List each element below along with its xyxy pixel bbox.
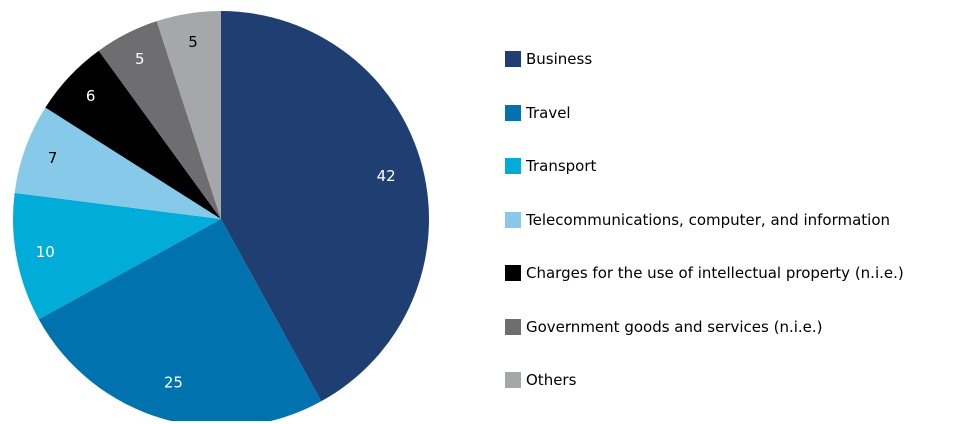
legend-label-others: Others [526, 371, 577, 389]
data-label-telecommunications-computer-and-information: 7 [48, 149, 58, 167]
data-label-charges-for-the-use-of-intellectual-property-n-i-e: 6 [86, 87, 96, 105]
legend-swatch-travel [505, 104, 521, 121]
legend-label-government: Government goods and services (n.i.e.) [526, 317, 823, 336]
legend-swatch-government [505, 318, 521, 335]
legend-item-others: Others [505, 370, 904, 424]
pie-slice-government-goods-and-services-n-i-e [98, 21, 221, 220]
pie-slice-others [156, 11, 221, 219]
legend-label-travel: Travel [526, 103, 571, 122]
pie-slice-travel [38, 219, 322, 421]
legend-item-transport: Transport [505, 156, 904, 210]
legend-label-business: Business [526, 50, 593, 68]
legend-item-travel: Travel [505, 103, 904, 157]
legend-swatch-intellectual-property [505, 265, 521, 281]
legend-item-business: Business [505, 49, 904, 103]
pie-chart: 42 25 10 7 6 5 5 [13, 11, 430, 421]
legend-label-telecommunications: Telecommunications, computer, and inform… [526, 210, 891, 229]
pie-slice-telecommunications-computer-and-information [14, 107, 222, 219]
legend-swatch-others [505, 372, 521, 388]
data-label-business: 42 [377, 167, 396, 185]
legend-item-telecommunications: Telecommunications, computer, and inform… [505, 210, 904, 264]
pie-slice-charges-for-the-use-of-intellectual-property-n-i-e [45, 50, 221, 220]
pie-slice-business [221, 11, 430, 402]
legend: Business Travel Transport Telecommunicat… [505, 49, 904, 424]
data-label-travel: 25 [164, 373, 183, 391]
data-label-government-goods-and-services-n-i-e: 5 [135, 50, 145, 68]
legend-swatch-telecommunications [505, 211, 521, 228]
legend-swatch-business [505, 51, 521, 67]
data-label-transport: 10 [36, 243, 55, 261]
legend-label-intellectual-property: Charges for the use of intellectual prop… [526, 264, 904, 282]
legend-item-government: Government goods and services (n.i.e.) [505, 317, 904, 371]
data-label-others: 5 [188, 33, 198, 51]
legend-swatch-transport [505, 158, 521, 174]
legend-label-transport: Transport [526, 157, 597, 175]
legend-item-intellectual-property: Charges for the use of intellectual prop… [505, 263, 904, 317]
pie-slice-transport [13, 192, 222, 320]
